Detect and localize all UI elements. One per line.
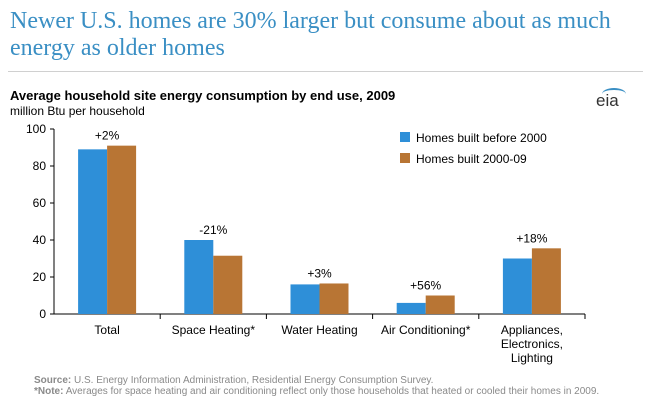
bar-2000-09 xyxy=(107,145,137,314)
change-annotation: -21% xyxy=(199,223,227,237)
change-annotation: +3% xyxy=(307,266,332,280)
y-tick-label: 60 xyxy=(33,196,47,210)
bar-before-2000 xyxy=(78,149,108,314)
x-category-label: Electronics, xyxy=(501,337,563,351)
bar-2000-09 xyxy=(531,248,561,314)
x-category-label: Lighting xyxy=(511,351,553,365)
source-line: Source: U.S. Energy Information Administ… xyxy=(34,375,644,386)
x-category-label: Air Conditioning* xyxy=(381,323,471,337)
bar-2000-09 xyxy=(319,283,349,314)
y-tick-label: 40 xyxy=(33,233,47,247)
bar-before-2000 xyxy=(184,240,214,314)
bar-before-2000 xyxy=(396,302,426,314)
legend-swatch-before-2000 xyxy=(400,132,410,142)
x-category-label: Total xyxy=(94,323,119,337)
eia-logo-arc xyxy=(602,88,626,100)
eia-logo-text: eia xyxy=(596,91,619,110)
note-line: *Note: Averages for space heating and ai… xyxy=(34,386,644,397)
source-text: U.S. Energy Information Administration, … xyxy=(74,375,434,386)
legend-label: Homes built before 2000 xyxy=(416,131,547,145)
bar-2000-09 xyxy=(425,295,455,314)
headline-divider xyxy=(8,71,643,72)
bar-before-2000 xyxy=(502,258,532,314)
source-label: Source: xyxy=(34,375,72,386)
note-text: Averages for space heating and air condi… xyxy=(65,386,600,397)
note-label: *Note: xyxy=(34,386,64,397)
chart-footer: Source: U.S. Energy Information Administ… xyxy=(34,375,644,397)
change-annotation: +2% xyxy=(95,129,120,143)
x-category-label: Space Heating* xyxy=(172,323,256,337)
change-annotation: +18% xyxy=(516,231,547,245)
change-annotation: +56% xyxy=(410,279,441,293)
bar-before-2000 xyxy=(290,284,320,314)
eia-logo: eia xyxy=(594,88,628,112)
y-tick-label: 20 xyxy=(33,270,47,284)
legend-swatch-2000-09 xyxy=(400,153,410,163)
chart-title: Average household site energy consumptio… xyxy=(10,88,396,103)
y-axis-unit-label: million Btu per household xyxy=(10,104,145,118)
legend-label: Homes built 2000-09 xyxy=(416,152,527,166)
y-tick-label: 0 xyxy=(39,307,46,321)
x-category-label: Water Heating xyxy=(281,323,357,337)
x-category-label: Appliances, xyxy=(501,323,563,337)
y-tick-label: 80 xyxy=(33,159,47,173)
y-tick-label: 100 xyxy=(26,122,46,136)
bar-2000-09 xyxy=(213,255,243,314)
bar-chart: 0 20 40 60 80 100 +2% Total -21% Space Heating* +3… xyxy=(26,122,586,365)
page-headline: Newer U.S. homes are 30% larger but cons… xyxy=(10,8,611,61)
